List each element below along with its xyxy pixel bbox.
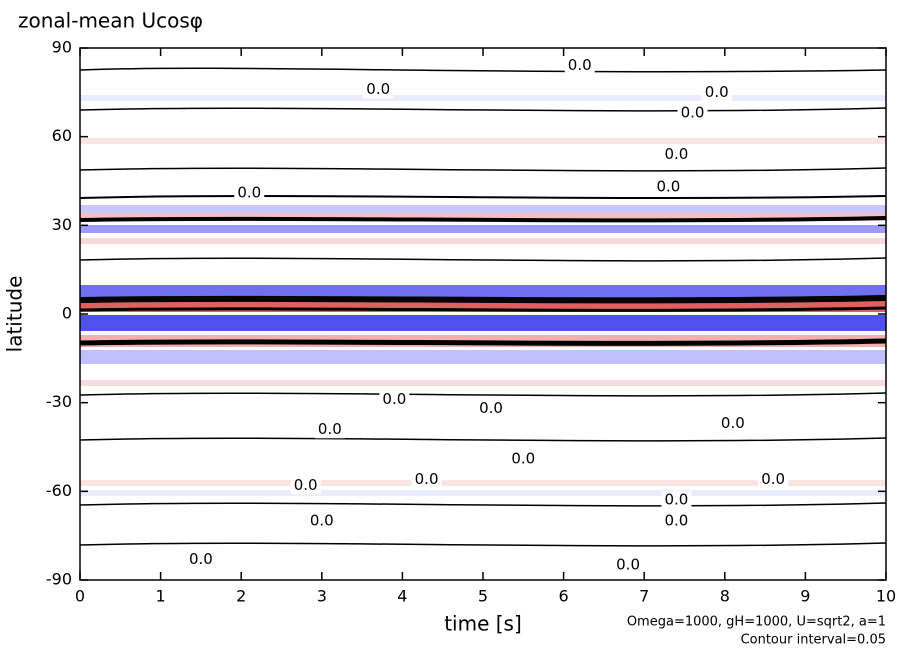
contour-label-bg xyxy=(363,80,394,99)
x-tick-label: 5 xyxy=(478,587,488,606)
contour-label-bg xyxy=(564,56,595,75)
contour-line xyxy=(79,257,887,262)
contour-label-bg xyxy=(661,511,692,530)
y-tick-label: -90 xyxy=(46,570,72,589)
contour-label: 0.0 xyxy=(665,145,689,163)
x-tick-label: 2 xyxy=(236,587,246,606)
y-axis-label: latitude xyxy=(3,276,27,353)
contour-line xyxy=(79,295,887,304)
contour-label: 0.0 xyxy=(366,80,390,98)
x-tick-label: 7 xyxy=(639,587,649,606)
contour-line xyxy=(79,306,887,312)
contour-label-bg xyxy=(717,414,748,433)
contour-label: 0.0 xyxy=(681,104,705,122)
contour-label-bg xyxy=(476,399,507,418)
contour-label: 0.0 xyxy=(568,56,592,74)
shading-band xyxy=(80,350,886,364)
contour-line xyxy=(79,542,887,547)
y-tick-label: 0 xyxy=(62,304,72,323)
contour-label-bg xyxy=(508,449,539,468)
contour-label: 0.0 xyxy=(237,183,261,201)
x-tick-label: 6 xyxy=(559,587,569,606)
contour-line xyxy=(79,392,887,397)
shading-band xyxy=(80,138,886,144)
x-tick-label: 1 xyxy=(156,587,166,606)
shading xyxy=(80,95,886,496)
contour-line xyxy=(79,195,887,199)
contour-label: 0.0 xyxy=(382,390,406,408)
contour-label-bg xyxy=(411,470,442,489)
y-tick-label: 30 xyxy=(52,215,72,234)
x-tick-label: 3 xyxy=(317,587,327,606)
contour-label: 0.0 xyxy=(511,449,535,467)
shading-band xyxy=(80,285,886,299)
x-tick-label: 8 xyxy=(720,587,730,606)
y-tick-label: 60 xyxy=(52,126,72,145)
x-axis-label: time [s] xyxy=(444,612,522,636)
shading-band xyxy=(80,238,886,244)
contour-label: 0.0 xyxy=(665,511,689,529)
contour-label: 0.0 xyxy=(761,470,785,488)
contour-label-bg xyxy=(290,476,321,495)
shading-band xyxy=(80,380,886,386)
contour-label-bg xyxy=(379,390,410,409)
contour-label-bg xyxy=(185,550,216,569)
contour-label-bg xyxy=(234,183,265,202)
contour-line xyxy=(79,338,887,346)
y-tick-label: -30 xyxy=(46,392,72,411)
annotation: Omega=1000, gH=1000, U=sqrt2, a=1 xyxy=(627,615,886,630)
chart-title: zonal-mean Ucosφ xyxy=(18,9,203,33)
annotation: Contour interval=0.05 xyxy=(741,633,886,648)
contour-label: 0.0 xyxy=(616,556,640,574)
contour-label-bg xyxy=(758,470,789,489)
shading-band xyxy=(80,490,886,496)
contour-label: 0.0 xyxy=(656,177,680,195)
contour-label: 0.0 xyxy=(479,399,503,417)
contour-label-bg xyxy=(661,491,692,510)
contour-line xyxy=(79,167,887,172)
contour-label-bg xyxy=(677,104,708,123)
shading-band xyxy=(80,315,886,331)
contour-line xyxy=(79,502,887,507)
x-tick-label: 10 xyxy=(876,587,896,606)
contour-label: 0.0 xyxy=(721,414,745,432)
y-tick-label: -60 xyxy=(46,481,72,500)
contour-label: 0.0 xyxy=(189,550,213,568)
contour-label-bg xyxy=(306,511,337,530)
contour-lines xyxy=(79,67,887,547)
plot-frame xyxy=(79,47,887,581)
contour-line xyxy=(79,67,887,73)
x-tick-label: 0 xyxy=(75,587,85,606)
y-tick-label: 90 xyxy=(52,38,72,57)
contour-label: 0.0 xyxy=(705,83,729,101)
contour-label: 0.0 xyxy=(415,470,439,488)
shading-band xyxy=(80,213,886,221)
contour-label-bg xyxy=(661,145,692,164)
contour-label-bg xyxy=(653,177,684,196)
contour-label-bg xyxy=(314,420,345,439)
contour-label: 0.0 xyxy=(310,511,334,529)
contour-line xyxy=(79,437,887,442)
shading-band xyxy=(80,225,886,233)
x-tick-label: 9 xyxy=(800,587,810,606)
contour-label-bg xyxy=(613,556,644,575)
contour-line xyxy=(79,216,887,223)
shading-band xyxy=(80,480,886,486)
shading-band xyxy=(80,95,886,101)
contour-label-bg xyxy=(701,83,732,102)
contour-line xyxy=(79,107,887,112)
x-tick-label: 4 xyxy=(397,587,407,606)
shading-band xyxy=(80,205,886,213)
contour-label: 0.0 xyxy=(318,420,342,438)
contour-label: 0.0 xyxy=(665,491,689,509)
contour-label: 0.0 xyxy=(294,476,318,494)
